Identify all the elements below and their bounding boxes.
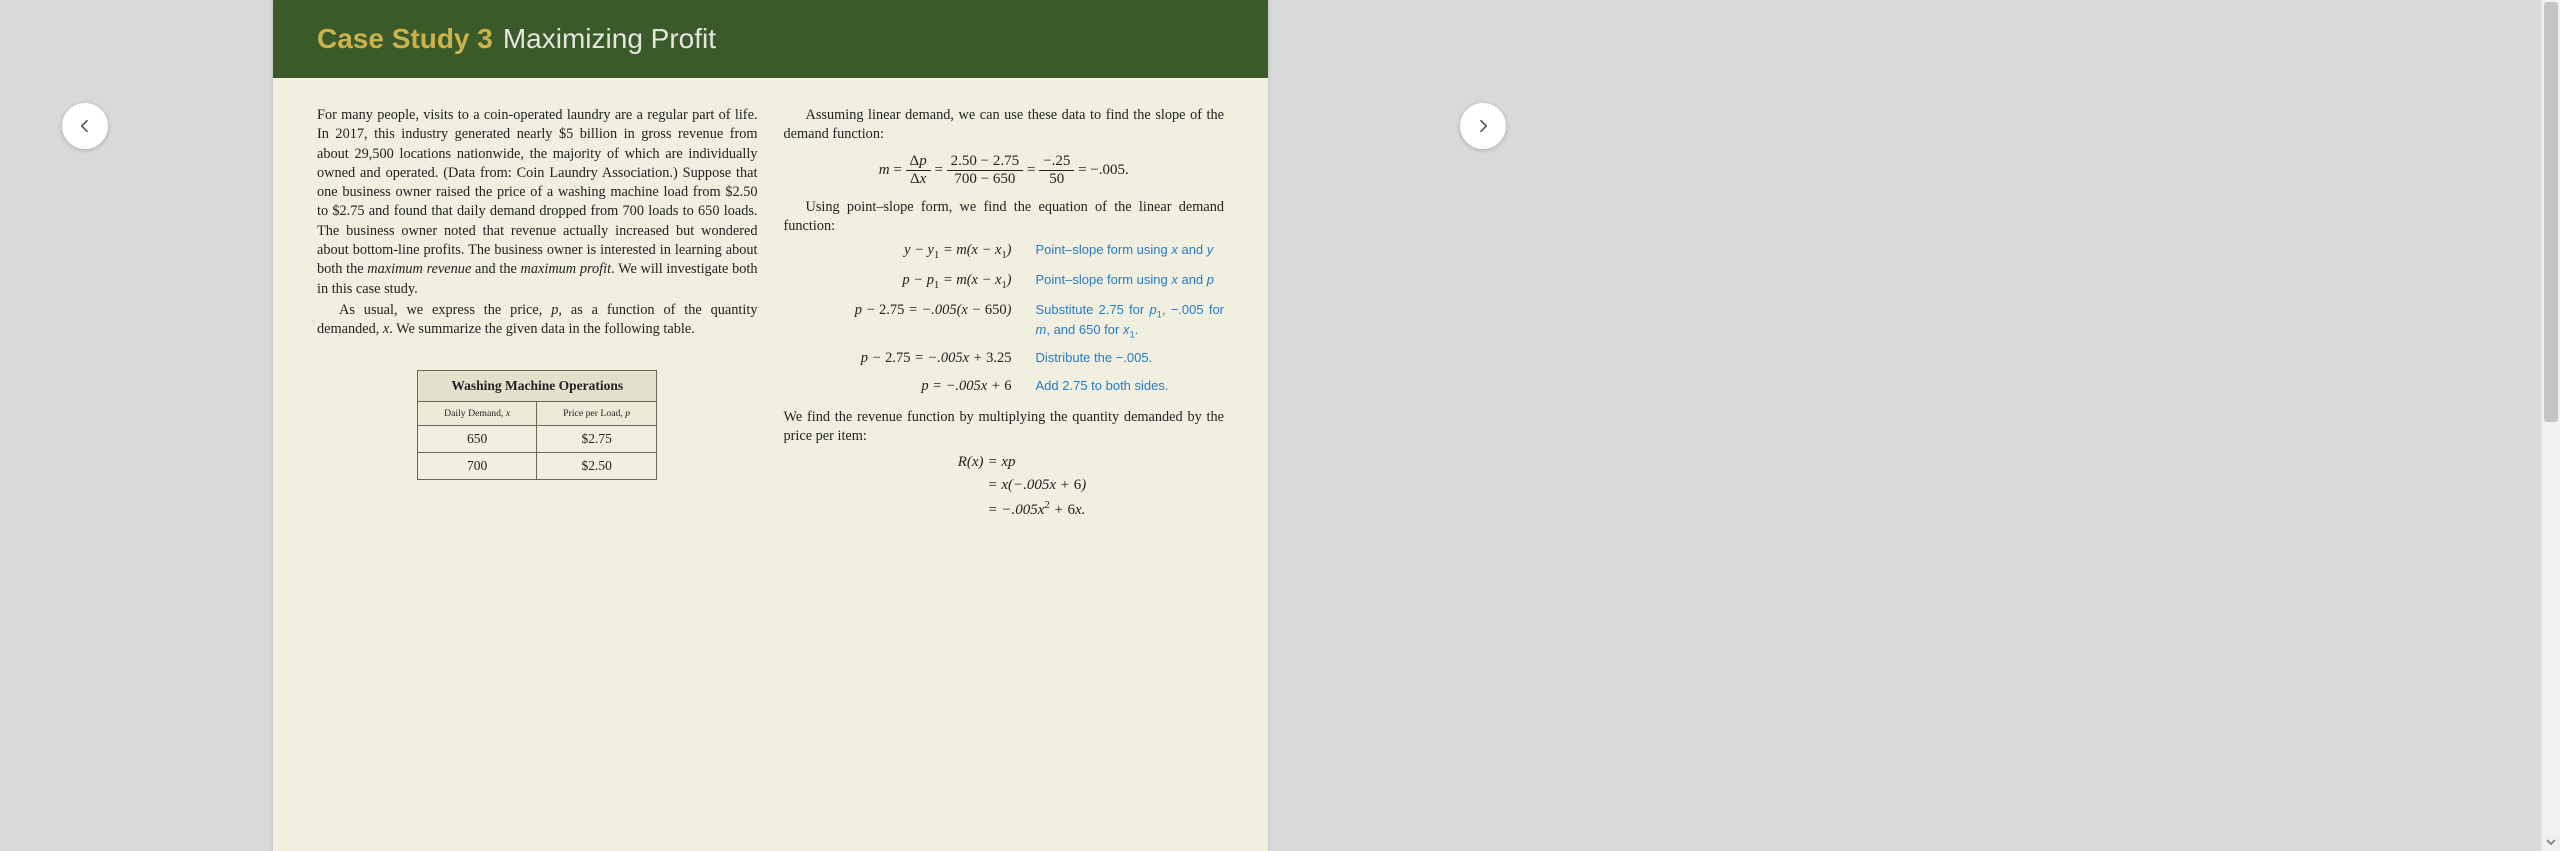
table-row: 650 $2.75 <box>418 425 657 452</box>
viewport: Case Study 3 Maximizing Profit For many … <box>0 0 2560 851</box>
washing-machine-table: Washing Machine Operations Daily Demand,… <box>417 370 657 481</box>
eq-note: Point–slope form using x and y <box>1036 241 1225 259</box>
eq-step: p − p1 = m(x − x1) <box>812 271 1012 293</box>
case-label: Case Study 3 <box>317 23 493 55</box>
body-columns: For many people, visits to a coin-operat… <box>273 78 1268 523</box>
revenue-intro: We find the revenue function by multiply… <box>784 408 1225 447</box>
derivation-steps: y − y1 = m(x − x1) Point–slope form usin… <box>812 241 1225 397</box>
page-title: Maximizing Profit <box>503 23 716 55</box>
eq-step: p − 2.75 = −.005x + 3.25 <box>812 349 1012 369</box>
chevron-left-icon <box>77 118 93 134</box>
case-study-header: Case Study 3 Maximizing Profit <box>273 0 1268 78</box>
eq-note: Substitute 2.75 for p1, −.005 for m, and… <box>1036 301 1225 341</box>
scrollbar-thumb[interactable] <box>2544 2 2558 422</box>
eq-note: Point–slope form using x and p <box>1036 271 1225 289</box>
vertical-scrollbar[interactable] <box>2541 0 2560 851</box>
second-paragraph: As usual, we express the price, p, as a … <box>317 301 758 340</box>
slope-intro: Assuming linear demand, we can use these… <box>784 106 1225 145</box>
slope-equation: m = Δp Δx = 2.50 − 2.75 700 − 650 = −.25 <box>784 153 1225 189</box>
pointslope-intro: Using point–slope form, we find the equa… <box>784 198 1225 237</box>
chevron-down-icon <box>2546 837 2556 847</box>
revenue-equation: R(x) = xp = x(−.005x + 6) = −.005x2 + 6x… <box>934 451 1225 523</box>
intro-paragraph: For many people, visits to a coin-operat… <box>317 106 758 299</box>
eq-step: p = −.005x + 6 <box>812 377 1012 397</box>
eq-step: p − 2.75 = −.005(x − 650) <box>812 301 1012 321</box>
eq-note: Distribute the −.005. <box>1036 349 1225 367</box>
prev-page-button[interactable] <box>62 103 108 149</box>
left-column: For many people, visits to a coin-operat… <box>317 106 758 523</box>
next-page-button[interactable] <box>1460 103 1506 149</box>
data-table-wrap: Washing Machine Operations Daily Demand,… <box>417 370 657 481</box>
eq-note: Add 2.75 to both sides. <box>1036 377 1225 395</box>
scroll-down-button[interactable] <box>2542 833 2560 851</box>
page-content: Case Study 3 Maximizing Profit For many … <box>273 0 1268 851</box>
right-column: Assuming linear demand, we can use these… <box>784 106 1225 523</box>
table-title: Washing Machine Operations <box>418 370 657 401</box>
table-col-price: Price per Load, p <box>537 401 657 425</box>
eq-step: y − y1 = m(x − x1) <box>812 241 1012 263</box>
chevron-right-icon <box>1475 118 1491 134</box>
table-col-demand: Daily Demand, x <box>418 401 537 425</box>
table-row: 700 $2.50 <box>418 453 657 480</box>
